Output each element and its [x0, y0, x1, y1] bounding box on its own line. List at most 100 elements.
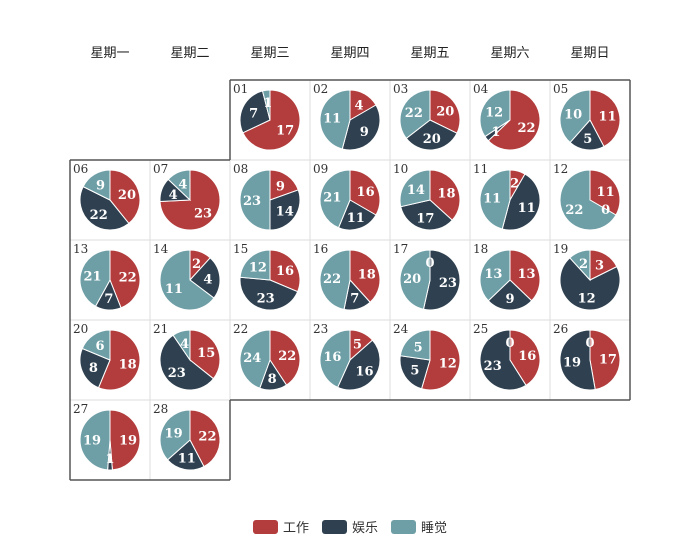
day-pie[interactable]: 02 4 9 11 — [313, 82, 381, 151]
day-pie[interactable]: 06 20 22 9 — [73, 162, 141, 231]
slice-value-label: 5 — [414, 340, 423, 355]
pie-slice[interactable] — [159, 409, 191, 461]
pie-slice[interactable] — [109, 409, 141, 471]
pie-slice[interactable] — [79, 409, 111, 471]
legend-item[interactable]: 工作 — [253, 520, 309, 536]
pie-slice[interactable] — [337, 199, 377, 231]
pie-slice[interactable] — [405, 119, 458, 151]
legend-item[interactable]: 睡觉 — [391, 520, 447, 536]
pie-slice[interactable] — [559, 169, 617, 231]
day-pie[interactable]: 25 16 230 — [473, 322, 541, 391]
pie-slice[interactable] — [501, 173, 541, 231]
pie-slice[interactable] — [422, 249, 461, 311]
pie-slice[interactable] — [399, 329, 431, 361]
pie-slice[interactable] — [79, 347, 111, 389]
slice-value-label: 11 — [165, 282, 183, 297]
pie-slice[interactable] — [269, 189, 301, 231]
day-pie[interactable]: 24 12 5 5 — [393, 322, 461, 391]
slice-value-label: 23 — [257, 291, 275, 306]
pie-slice[interactable] — [400, 199, 453, 231]
pie-slice[interactable] — [487, 279, 533, 311]
pie-slice[interactable] — [159, 249, 215, 311]
pie-slice[interactable] — [79, 185, 130, 231]
day-pie[interactable]: 17 0 23 20 — [393, 242, 461, 311]
pie-slice[interactable] — [479, 169, 511, 230]
pie-slice[interactable] — [82, 169, 111, 201]
pie-slice[interactable] — [269, 169, 299, 201]
day-pie[interactable]: 19 3 12 2 — [553, 242, 621, 311]
pie-slice[interactable] — [420, 329, 461, 391]
day-pie[interactable]: 11 2 11 11 — [473, 162, 541, 231]
day-pie[interactable]: 14 24 11 — [153, 242, 221, 311]
pie-slice[interactable] — [239, 276, 299, 311]
pie-slice[interactable] — [479, 329, 527, 391]
day-number: 09 — [313, 162, 328, 176]
day-pie[interactable]: 07 23 44 — [153, 162, 221, 231]
pie-slice[interactable] — [479, 249, 511, 302]
pie-slice[interactable] — [159, 334, 215, 391]
pie-slice[interactable] — [239, 90, 271, 134]
pie-slice[interactable] — [429, 89, 461, 134]
pie-slice[interactable] — [589, 89, 621, 148]
pie-slice[interactable] — [559, 329, 596, 391]
pie-slice[interactable] — [239, 169, 271, 231]
pie-slice[interactable] — [319, 89, 351, 150]
pie-slice[interactable] — [81, 329, 111, 361]
pie-slice[interactable] — [167, 169, 191, 202]
pie-slice[interactable] — [261, 89, 271, 121]
legend[interactable]: 工作 娱乐 睡觉 — [253, 520, 447, 536]
pie-slice[interactable] — [172, 329, 191, 362]
day-pie[interactable]: 26 17 19 0 — [553, 322, 621, 391]
day-pie[interactable]: 08 9 14 23 — [233, 162, 301, 231]
pie-slice[interactable] — [341, 104, 381, 151]
day-pie[interactable]: 09 16 11 21 — [313, 162, 381, 231]
pie-slice[interactable] — [319, 249, 351, 310]
day-pie[interactable]: 01 17 71 — [233, 82, 301, 151]
pie-slice[interactable] — [569, 249, 591, 282]
pie-slice[interactable] — [399, 249, 431, 310]
pie-slice[interactable] — [319, 169, 351, 229]
pie-slice[interactable] — [487, 89, 541, 151]
pie-slice[interactable] — [189, 257, 221, 299]
pie-slice[interactable] — [349, 249, 381, 303]
day-pie[interactable]: 23 5 16 16 — [313, 322, 381, 391]
pie-slice[interactable] — [189, 329, 221, 380]
day-pie[interactable]: 16 18 7 22 — [313, 242, 381, 311]
day-pie[interactable]: 20 18 8 6 — [73, 322, 141, 391]
pie-slice[interactable] — [109, 169, 141, 225]
pie-slice[interactable] — [559, 257, 621, 311]
day-pie[interactable]: 13 22 721 — [73, 242, 141, 311]
pie-slice[interactable] — [479, 89, 511, 138]
pie-slice[interactable] — [399, 89, 431, 140]
pie-slice[interactable] — [336, 339, 381, 391]
day-pie[interactable]: 05 11 510 — [553, 82, 621, 151]
legend-item[interactable]: 娱乐 — [322, 520, 378, 536]
pie-slice[interactable] — [239, 329, 271, 389]
pie-slice[interactable] — [559, 89, 591, 144]
pie-slice[interactable] — [189, 409, 221, 468]
pie-slice[interactable] — [239, 249, 271, 281]
pie-slice[interactable] — [269, 249, 301, 293]
day-pie[interactable]: 04 22 1 12 — [473, 82, 541, 151]
day-pie[interactable]: 12 11 0 22 — [553, 162, 621, 231]
pie-slice[interactable] — [166, 439, 205, 471]
pie-slice[interactable] — [97, 329, 141, 391]
day-pie[interactable]: 27 19 1 19 — [73, 402, 141, 471]
pie-slice[interactable] — [319, 329, 351, 389]
pie-slice[interactable] — [242, 89, 301, 151]
pie-slice[interactable] — [399, 169, 431, 208]
pie-slice[interactable] — [509, 249, 541, 302]
day-pie[interactable]: 21 15 23 4 — [153, 322, 221, 391]
pie-slice[interactable] — [79, 249, 111, 307]
pie-slice[interactable] — [159, 169, 221, 231]
pie-slice[interactable] — [429, 169, 461, 221]
pie-slice[interactable] — [399, 355, 431, 390]
pie-slice[interactable] — [109, 249, 141, 309]
pie-slice[interactable] — [589, 329, 621, 391]
